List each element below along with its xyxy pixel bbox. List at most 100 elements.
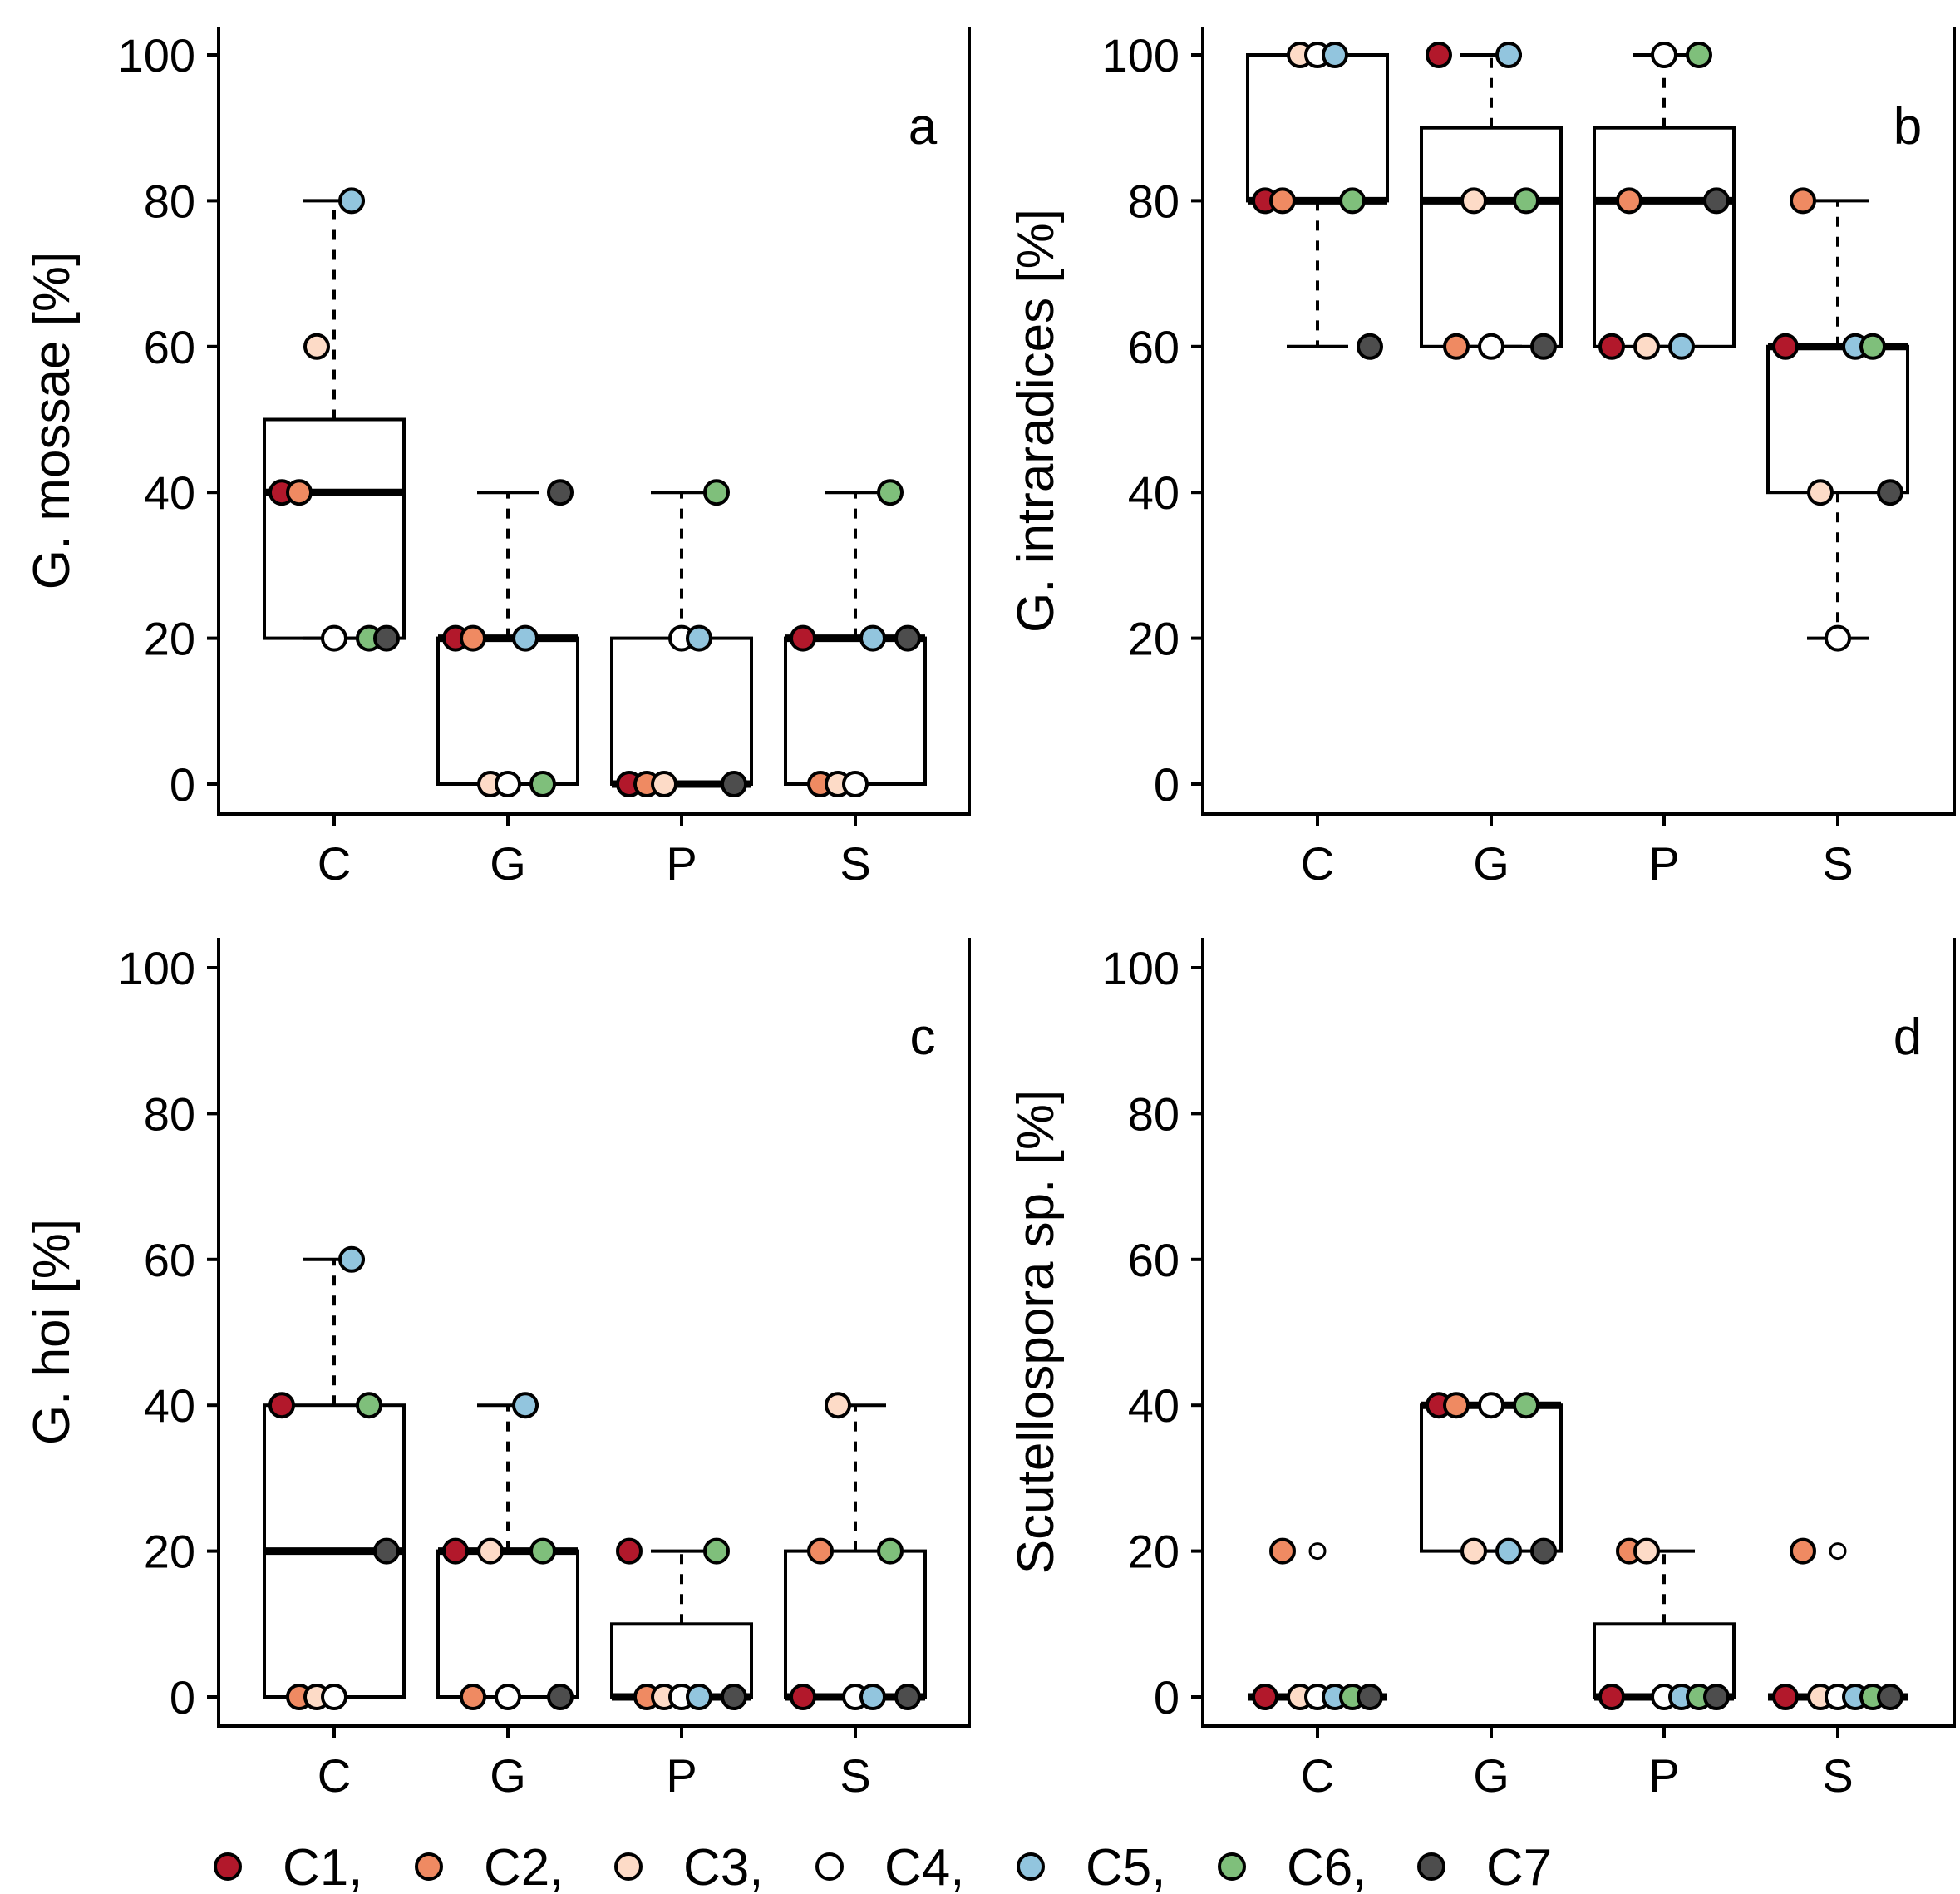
data-point-C4: [1478, 333, 1504, 360]
data-point-C3: [1633, 333, 1660, 360]
x-tick-label: G: [1473, 1749, 1509, 1802]
boxplot-S: [1768, 1537, 1908, 1710]
data-point-C2: [1443, 1392, 1470, 1419]
data-point-C7: [721, 771, 747, 797]
y-axis-label: G. mossae [%]: [23, 252, 81, 590]
data-point-C4: [495, 1684, 521, 1710]
data-point-C7: [1703, 1684, 1730, 1710]
data-point-C5: [512, 624, 539, 652]
y-tick-label: 0: [1154, 1671, 1179, 1724]
x-tick-label: C: [1301, 1749, 1334, 1802]
y-tick-label: 100: [118, 29, 195, 81]
data-point-C4: [321, 624, 347, 652]
box: [610, 636, 753, 786]
data-point-C1: [442, 1537, 469, 1565]
data-point-C5: [338, 1245, 365, 1273]
legend-item-C2: C2,: [415, 1839, 564, 1894]
data-point-C3: [303, 333, 330, 360]
data-point-C1: [1598, 1684, 1625, 1710]
legend-item-C1: C1,: [214, 1839, 362, 1894]
box: [784, 636, 927, 786]
data-point-C4: [1825, 624, 1851, 652]
boxplot-G: [1420, 1392, 1563, 1565]
legend: C1, C2, C3, C4, C5, C6, C7: [214, 1839, 1552, 1894]
data-point-C6: [1686, 42, 1712, 68]
legend-marker: [614, 1852, 643, 1881]
panel-letter: d: [1894, 1009, 1922, 1066]
data-point-C2: [1616, 187, 1642, 215]
data-point-C7: [1530, 333, 1557, 360]
x-tick-label: P: [666, 837, 697, 890]
data-point-C6: [1339, 187, 1366, 215]
legend-label: C4,: [884, 1839, 964, 1894]
y-tick-label: 20: [1128, 613, 1179, 665]
panel-b: 0 20 40 60 80 100 C G P S G. intraradices [%] b: [1007, 27, 1956, 890]
axis-frame: [217, 27, 971, 816]
boxplot-S: [1766, 187, 1909, 652]
data-point-C1: [1426, 42, 1452, 68]
x-tick-label: G: [1473, 837, 1509, 890]
data-point-C7: [373, 624, 400, 652]
data-point-C3: [1807, 479, 1834, 506]
data-point-C1: [616, 1537, 643, 1565]
panel-letter: c: [910, 1009, 936, 1066]
data-point-C1: [1772, 333, 1799, 360]
data-point-C2: [1269, 187, 1296, 215]
data-point-C4: [495, 771, 521, 797]
legend-item-C6: C6,: [1218, 1839, 1367, 1894]
legend-label: C1,: [283, 1839, 362, 1894]
x-tick-label: P: [666, 1749, 697, 1802]
boxplot-C: [263, 1245, 406, 1710]
boxplot-G: [436, 1392, 579, 1710]
data-point-C5: [686, 624, 712, 652]
data-point-C3: [651, 771, 677, 797]
data-point-C4: [1478, 1392, 1504, 1419]
x-tick-label: C: [1301, 837, 1334, 890]
y-tick-label: 80: [1128, 1088, 1179, 1140]
x-tick-label: G: [490, 1749, 526, 1802]
legend-marker: [815, 1852, 844, 1881]
data-point-C7: [373, 1537, 400, 1565]
data-point-C2: [460, 624, 486, 652]
legend-label: C3,: [683, 1839, 763, 1894]
data-point-C5: [1322, 42, 1348, 68]
data-point-C7: [547, 1684, 574, 1710]
data-point-C7: [1877, 479, 1903, 506]
data-point-C7: [1357, 333, 1383, 360]
box: [436, 1549, 579, 1699]
legend-marker: [1417, 1852, 1445, 1881]
y-axis-label: G. intraradices [%]: [1007, 209, 1065, 633]
y-axis-label: G. hoi [%]: [23, 1219, 81, 1445]
axis-frame: [1201, 938, 1956, 1728]
data-point-C6: [877, 1537, 904, 1565]
data-point-C1: [1598, 333, 1625, 360]
legend-marker: [1218, 1852, 1246, 1881]
x-tick-label: S: [1822, 837, 1853, 890]
x-tick-label: G: [490, 837, 526, 890]
data-point-C2: [1790, 187, 1816, 215]
data-point-C6: [356, 1392, 382, 1419]
y-axis-label: Scutellospora sp. [%]: [1007, 1090, 1065, 1574]
boxplot-S: [784, 479, 927, 797]
data-point-C5: [686, 1684, 712, 1710]
data-point-C6: [1859, 333, 1886, 360]
boxplot-P: [610, 1537, 753, 1710]
data-point-C6: [1513, 187, 1539, 215]
y-tick-label: 0: [170, 758, 195, 811]
y-tick-label: 20: [1128, 1526, 1179, 1578]
data-point-C2: [1443, 333, 1470, 360]
boxplot-G: [436, 479, 579, 797]
y-tick-label: 20: [144, 1526, 195, 1578]
x-tick-label: S: [1822, 1749, 1853, 1802]
y-tick-label: 40: [144, 1379, 195, 1432]
data-point-C5: [512, 1392, 539, 1419]
legend-label: C6,: [1287, 1839, 1367, 1894]
y-tick-label: 60: [1128, 321, 1179, 373]
box: [1593, 126, 1736, 348]
data-point-C5: [1495, 42, 1522, 68]
panel-c: 0 20 40 60 80 100 C G P S G. hoi [%] c: [23, 938, 971, 1802]
legend-marker: [214, 1852, 242, 1881]
box: [1420, 1403, 1563, 1553]
panel-d: 0 20 40 60 80 100 C G P S Scutellospora sp. [%] d: [1007, 938, 1956, 1802]
